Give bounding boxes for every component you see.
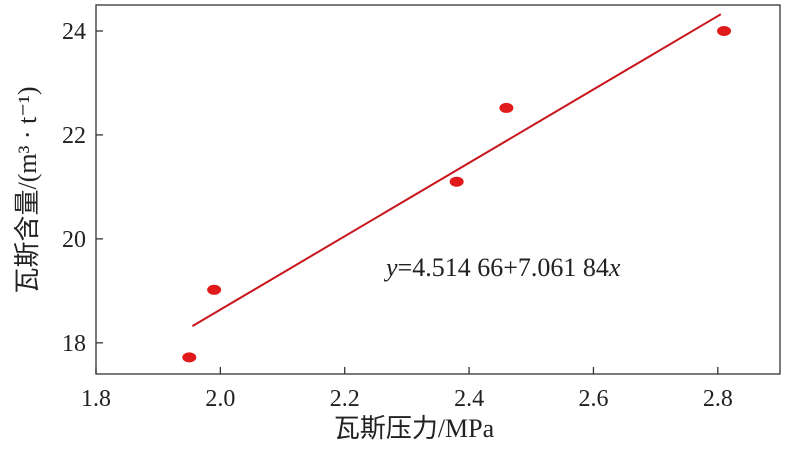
y-axis-label: 瓦斯含量/(m³ · t⁻¹) xyxy=(13,87,42,294)
data-point xyxy=(449,176,464,187)
x-axis-label: 瓦斯压力/MPa xyxy=(334,414,495,443)
data-point xyxy=(182,352,197,363)
data-point xyxy=(499,102,514,113)
y-tick-label: 20 xyxy=(62,227,86,253)
x-axis-ticks: 1.8 2.0 2.2 2.4 2.6 2.8 xyxy=(81,367,733,412)
equation-x-var: x xyxy=(608,253,621,282)
y-tick-label: 18 xyxy=(62,331,86,357)
x-tick-label: 2.6 xyxy=(578,386,608,412)
regression-equation: y=4.514 66+7.061 84x xyxy=(383,253,621,282)
fit-line xyxy=(191,13,722,328)
data-point xyxy=(207,284,222,295)
x-tick-label: 2.2 xyxy=(330,386,360,412)
y-tick-label: 24 xyxy=(62,19,86,45)
equation-body: =4.514 66+7.061 84 xyxy=(398,253,609,282)
fit-line-group xyxy=(191,13,722,328)
plot-border xyxy=(95,4,781,375)
x-tick-label: 2.0 xyxy=(205,386,235,412)
x-tick-label: 1.8 xyxy=(81,386,111,412)
x-tick-label: 2.8 xyxy=(703,386,733,412)
y-axis-ticks: 18 20 22 24 xyxy=(62,19,103,357)
x-tick-label: 2.4 xyxy=(454,386,484,412)
data-point xyxy=(717,25,732,36)
data-points xyxy=(182,25,732,363)
plot-frame xyxy=(95,4,781,375)
equation-y-var: y xyxy=(383,253,398,282)
y-tick-label: 22 xyxy=(62,123,86,149)
